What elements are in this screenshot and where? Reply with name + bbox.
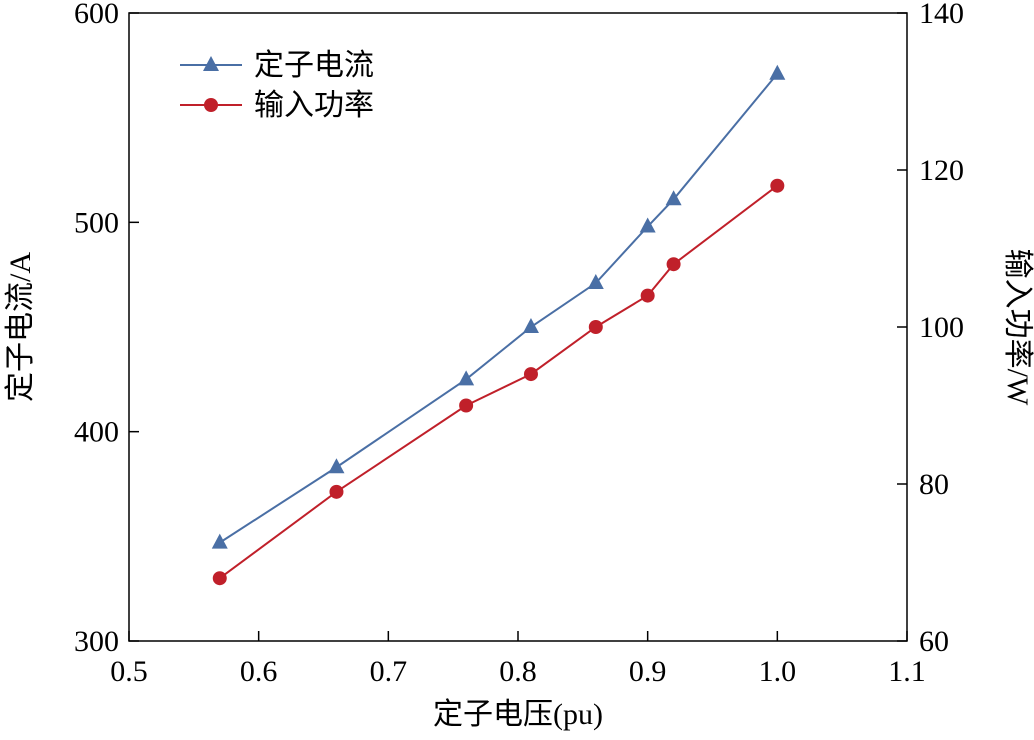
x-tick-label: 0.8 <box>499 655 537 688</box>
data-point <box>328 458 345 474</box>
data-point <box>639 217 656 233</box>
y-tick-label: 600 <box>74 0 119 30</box>
data-point <box>459 398 474 413</box>
data-point <box>665 190 682 206</box>
y2-tick-label: 140 <box>919 0 964 30</box>
data-point <box>640 288 655 303</box>
data-point <box>458 370 475 386</box>
data-point <box>212 571 227 586</box>
x-tick-label: 0.9 <box>629 655 667 688</box>
y2-tick-label: 60 <box>919 625 949 658</box>
y2-tick-label: 120 <box>919 154 964 187</box>
y2-tick-label: 80 <box>919 468 949 501</box>
data-point <box>329 484 344 499</box>
x-tick-label: 0.7 <box>370 655 408 688</box>
series-line <box>219 73 779 544</box>
data-point <box>211 533 228 549</box>
data-point <box>588 320 603 334</box>
y2-tick-label: 100 <box>919 311 964 344</box>
x-tick-label: 0.6 <box>240 655 278 688</box>
plot-frame <box>128 12 908 642</box>
series-line <box>219 184 778 580</box>
data-point <box>587 274 604 290</box>
y-tick-label: 400 <box>74 416 119 449</box>
legend-label: 输入功率 <box>254 89 374 122</box>
legend-marker <box>203 56 219 71</box>
x-tick-label: 1.1 <box>888 655 926 688</box>
data-point <box>666 257 681 272</box>
data-point <box>769 64 786 80</box>
x-axis-title: 定子电压(pu) <box>433 698 603 731</box>
data-point <box>523 367 538 382</box>
data-point <box>770 178 785 193</box>
legend-marker <box>204 98 218 112</box>
y-tick-label: 500 <box>74 206 119 239</box>
x-tick-label: 0.5 <box>110 655 148 688</box>
legend-label: 定子电流 <box>254 49 374 82</box>
x-tick-label: 1.0 <box>759 655 797 688</box>
y2-axis-title: 输入功率/W <box>1001 249 1034 406</box>
data-point <box>522 318 539 333</box>
y-tick-label: 300 <box>74 625 119 658</box>
y-axis-title: 定子电流/A <box>4 252 37 402</box>
